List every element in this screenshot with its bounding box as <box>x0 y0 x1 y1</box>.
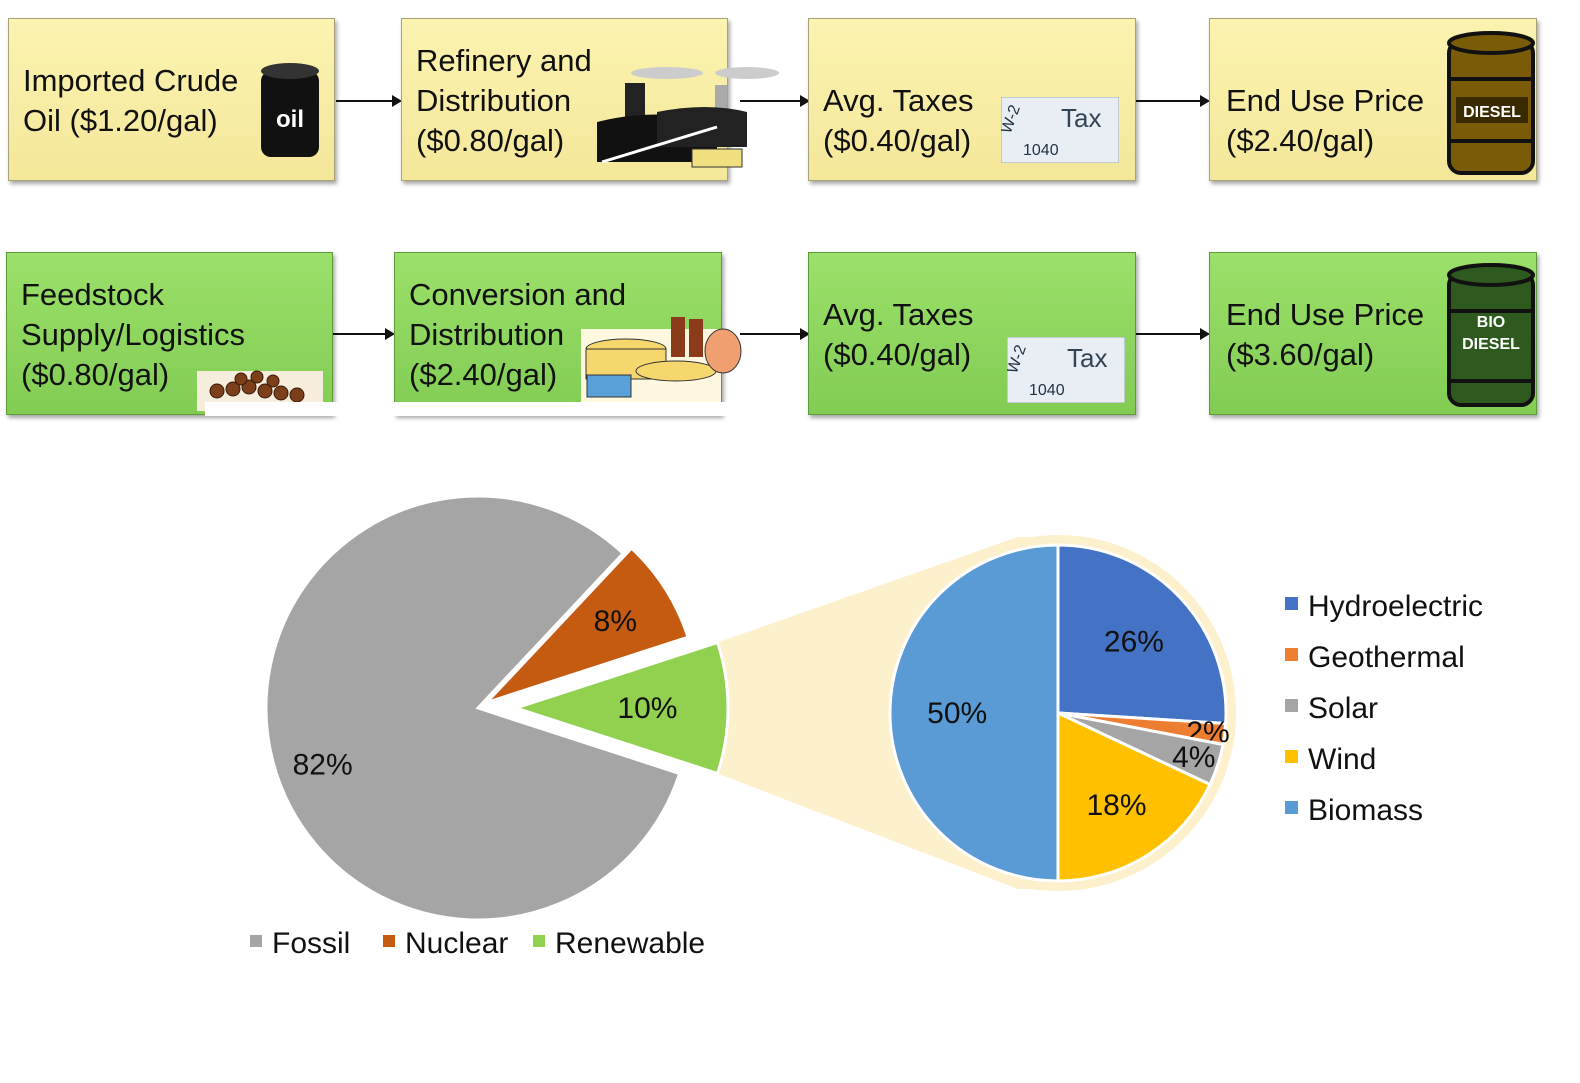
data-label-fossil: 82% <box>293 749 353 782</box>
refinery-label: Refinery and Distribution ($0.80/gal) <box>416 43 592 158</box>
tax-form-icon: W-2 Tax 1040 <box>1007 337 1125 403</box>
tax-form-icon: W-2 Tax 1040 <box>1001 97 1119 163</box>
biodiesel-icon-text-1: BIO <box>1477 314 1505 331</box>
flow-arrow <box>333 328 395 340</box>
conversion-label: Conversion and Distribution ($2.40/gal) <box>409 277 627 392</box>
refinery-box: Refinery and Distribution ($0.80/gal) <box>401 18 779 181</box>
tax-form-title-text: Tax <box>1067 343 1107 373</box>
feedstock-box: Feedstock Supply/Logistics ($0.80/gal) <box>6 252 333 415</box>
legend-label-hydroelectric: Hydroelectric <box>1308 590 1483 623</box>
mask-strip <box>205 402 745 416</box>
diesel-icon-text: DIESEL <box>1463 104 1521 121</box>
legend-swatch-renewable <box>533 935 545 947</box>
legend-swatch-hydroelectric <box>1285 597 1298 610</box>
legend-label-nuclear: Nuclear <box>405 927 508 960</box>
flow-arrow <box>740 95 810 107</box>
data-label-biomass: 50% <box>927 697 987 730</box>
legend-main: Fossil Nuclear Renewable <box>250 927 705 960</box>
slice-renewable <box>511 640 730 776</box>
energy-mix-chart: 82%8%10% 26%2%4%18%50% Fossil Nuclear Rene… <box>250 494 1483 960</box>
legend-swatch-nuclear <box>383 935 395 947</box>
legend-swatch-solar <box>1285 699 1298 712</box>
diesel-barrel-icon: DIESEL <box>1447 31 1535 175</box>
flow-arrow <box>740 328 810 340</box>
legend-sub: Hydroelectric Geothermal Solar Wind Biomass <box>1285 590 1483 827</box>
legend-label-renewable: Renewable <box>555 927 705 960</box>
legend-swatch-wind <box>1285 750 1298 763</box>
main-pie: 82% 8% 10% <box>264 494 730 922</box>
end-use-price-box-bio: End Use Price ($3.60/gal) BIO DIESEL <box>1209 252 1537 415</box>
taxes-label: Avg. Taxes ($0.40/gal) <box>823 83 974 158</box>
data-label-nuclear: 8% <box>594 605 637 638</box>
taxes-box-bio: Avg. Taxes ($0.40/gal) W-2 Tax 1040 <box>808 252 1136 415</box>
flow-arrow <box>1136 328 1210 340</box>
legend-label-wind: Wind <box>1308 743 1376 776</box>
biorefinery-icon <box>581 317 742 403</box>
tax-form-number-text: 1040 <box>1023 142 1059 159</box>
end-use-price-label-bio: End Use Price ($3.60/gal) <box>1226 297 1425 372</box>
end-use-price-box: End Use Price ($2.40/gal) DIESEL <box>1209 18 1537 181</box>
end-use-price-label: End Use Price ($2.40/gal) <box>1226 83 1425 158</box>
oil-icon-text: oil <box>276 106 304 133</box>
flow-arrow <box>336 95 402 107</box>
sub-pie: 26%2%4%18%50% <box>888 543 1230 883</box>
data-label-wind: 18% <box>1086 789 1146 822</box>
slice-hydroelectric <box>1056 543 1228 726</box>
legend-label-solar: Solar <box>1308 692 1378 725</box>
crude-oil-box: Imported Crude Oil ($1.20/gal) oil <box>8 18 335 181</box>
biodiesel-barrel-icon: BIO DIESEL <box>1447 263 1535 407</box>
legend-swatch-fossil <box>250 935 262 947</box>
slice-nuclear <box>485 545 690 705</box>
crude-oil-label: Imported Crude Oil ($1.20/gal) <box>23 63 239 138</box>
slice-biomass <box>888 543 1060 883</box>
tax-form-number-text: 1040 <box>1029 382 1065 399</box>
taxes-box: Avg. Taxes ($0.40/gal) W-2 Tax 1040 <box>808 18 1136 181</box>
data-label-renewable: 10% <box>617 692 677 725</box>
feedstock-label: Feedstock Supply/Logistics ($0.80/gal) <box>21 277 246 392</box>
legend-swatch-geothermal <box>1285 648 1298 661</box>
legend-label-biomass: Biomass <box>1308 794 1423 827</box>
refinery-icon <box>597 67 779 168</box>
data-label-hydroelectric: 26% <box>1104 626 1164 659</box>
biodiesel-icon-text-2: DIESEL <box>1462 336 1520 353</box>
oil-barrel-icon: oil <box>261 63 319 157</box>
conversion-box: Conversion and Distribution ($2.40/gal) <box>394 252 742 415</box>
tax-form-title-text: Tax <box>1061 103 1101 133</box>
flow-arrow <box>1136 95 1210 107</box>
taxes-label-bio: Avg. Taxes ($0.40/gal) <box>823 297 974 372</box>
slice-fossil <box>264 494 682 922</box>
legend-swatch-biomass <box>1285 801 1298 814</box>
legend-label-fossil: Fossil <box>272 927 350 960</box>
legend-label-geothermal: Geothermal <box>1308 641 1465 674</box>
slice-wind <box>1056 710 1213 883</box>
